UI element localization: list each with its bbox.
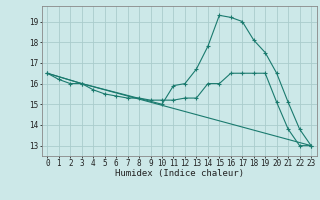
X-axis label: Humidex (Indice chaleur): Humidex (Indice chaleur) — [115, 169, 244, 178]
